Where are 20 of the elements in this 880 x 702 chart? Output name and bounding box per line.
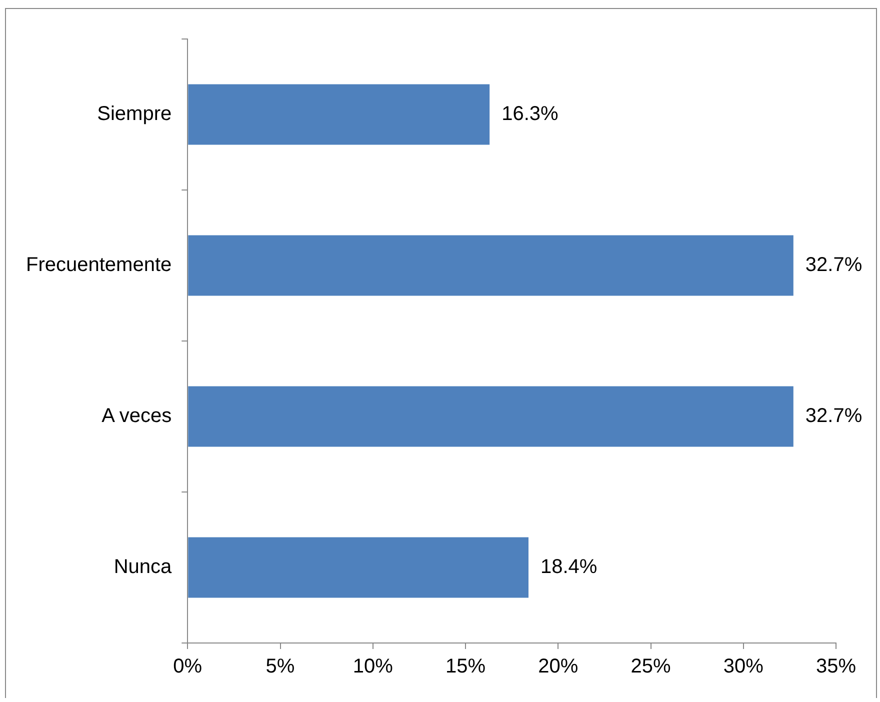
y-tick-label: Frecuentemente bbox=[26, 254, 172, 276]
bar bbox=[188, 84, 490, 145]
x-tick-label: 10% bbox=[352, 656, 394, 678]
data-label: 32.7% bbox=[805, 405, 862, 428]
bar bbox=[188, 386, 794, 447]
x-tick-label: 30% bbox=[723, 656, 764, 678]
x-tick-label: 20% bbox=[538, 656, 578, 678]
y-tick-label: A veces bbox=[102, 405, 172, 428]
data-label: 16.3% bbox=[502, 103, 559, 126]
x-tick-label: 5% bbox=[266, 656, 295, 678]
data-label: 32.7% bbox=[805, 254, 862, 276]
x-tick-label: 35% bbox=[816, 656, 856, 678]
x-tick-label: 25% bbox=[630, 656, 671, 678]
x-tick-label: 0% bbox=[173, 656, 202, 678]
y-tick-label: Siempre bbox=[97, 103, 172, 126]
y-tick-label: Nunca bbox=[114, 556, 173, 578]
data-label: 18.4% bbox=[540, 556, 598, 578]
x-tick-label: 15% bbox=[445, 656, 486, 678]
bar bbox=[188, 537, 528, 598]
bar bbox=[188, 235, 794, 296]
